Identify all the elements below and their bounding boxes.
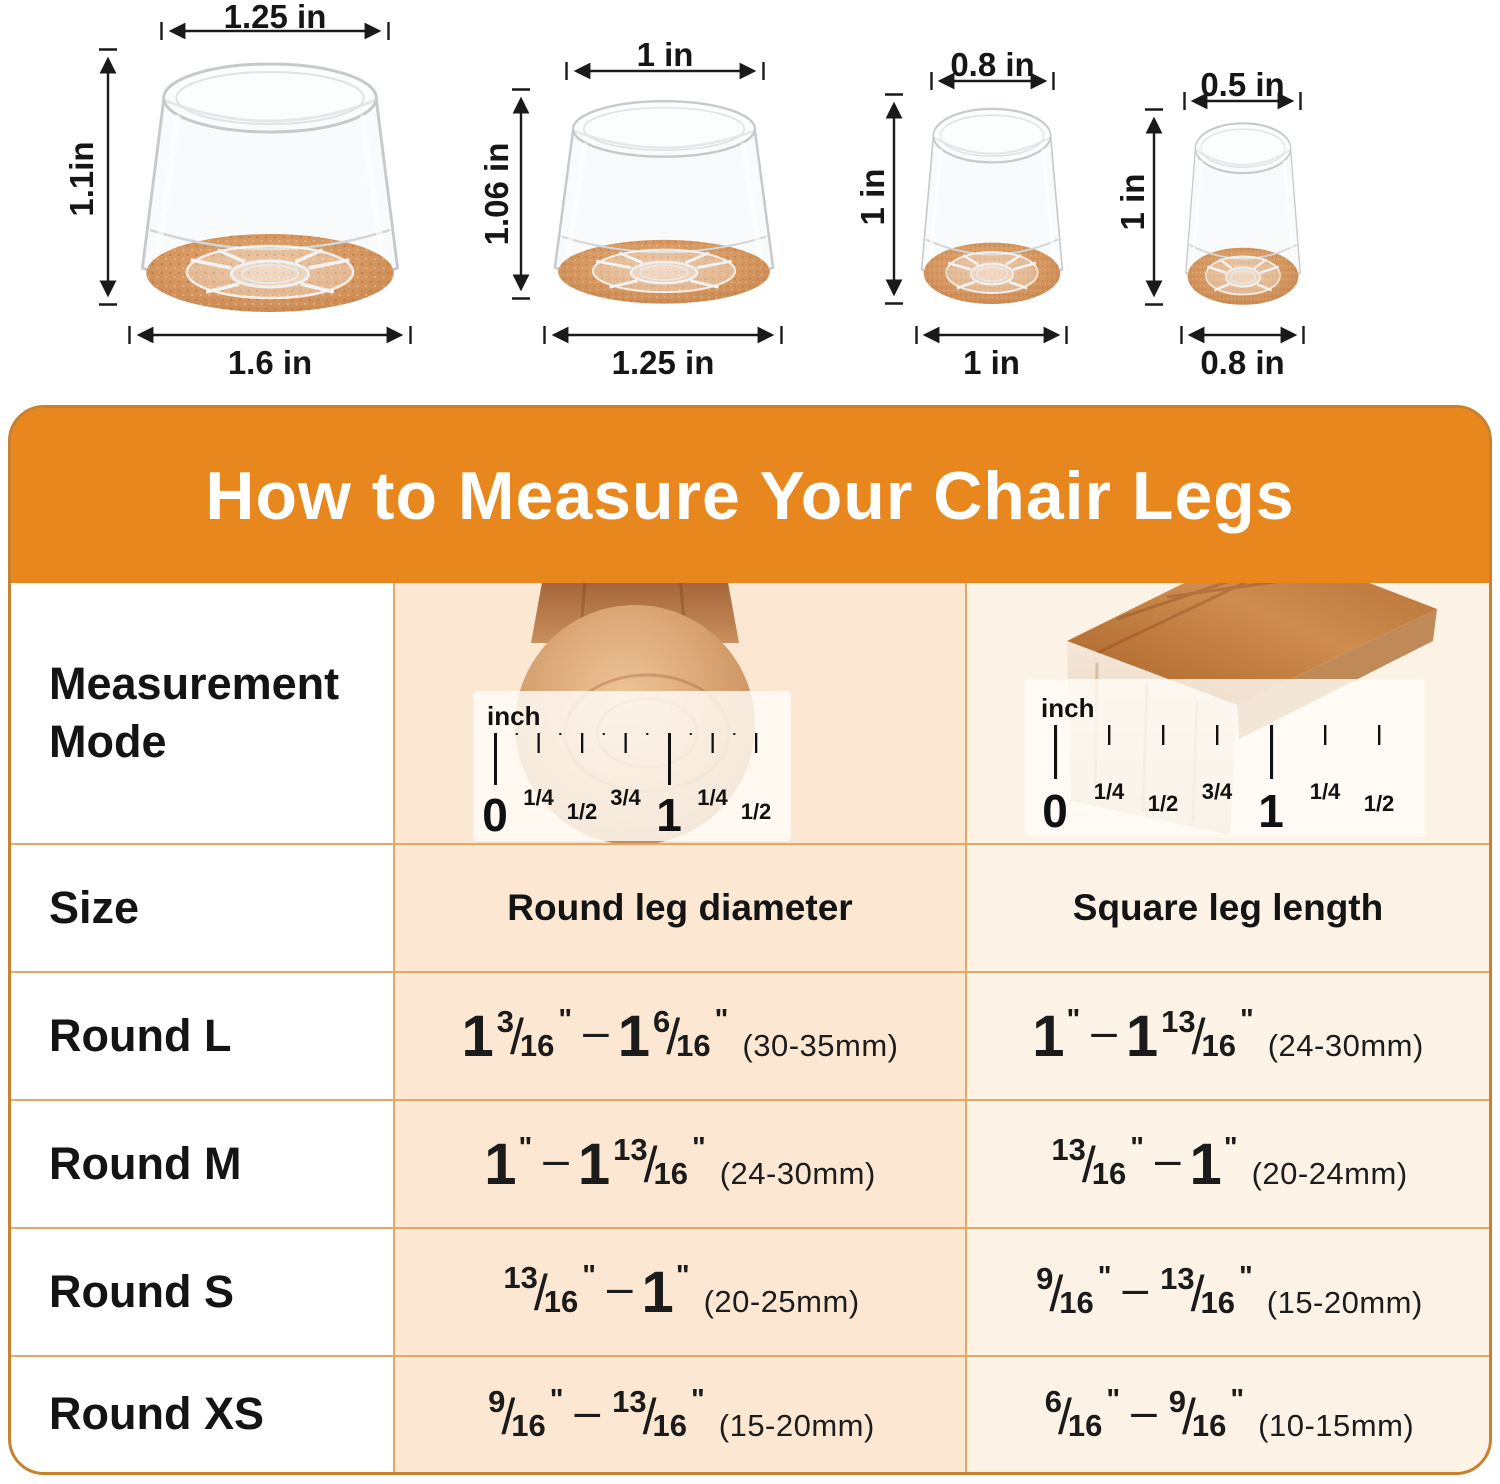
bottom-width-label: 1.25 in (611, 344, 715, 381)
cap-illustration (912, 101, 1072, 315)
row-label-round-xs: Round XS (11, 1357, 393, 1472)
round-leg-illustration: inch 0 1/4 1/2 3/4 1 1/4 1/2 (473, 583, 791, 843)
svg-text:1: 1 (1258, 785, 1284, 837)
col-header-round: Round leg diameter (395, 845, 965, 971)
product-figure-round-s: 0.8 in 1 in 1 in (854, 0, 1095, 405)
height-arrow (885, 93, 903, 305)
cap-illustration (1178, 116, 1308, 315)
product-figure-round-m: 1 in 1.06 in 1.25 in (470, 0, 800, 405)
round-m-round-value: 1" –113/16"(24-30mm) (395, 1101, 965, 1227)
round-s-round-value: 13/16" –1"(20-25mm) (395, 1229, 965, 1355)
svg-text:1/4: 1/4 (1310, 779, 1341, 804)
round-xs-round-value: 9/16" –13/16"(15-20mm) (395, 1357, 965, 1472)
bottom-width-arrow (543, 326, 783, 344)
svg-text:1/4: 1/4 (523, 785, 554, 810)
height-label: 1.1in (63, 141, 100, 217)
bottom-width-arrow (1180, 326, 1305, 344)
svg-text:1: 1 (656, 789, 682, 841)
round-xs-square-value: 6/16" –9/16"(10-15mm) (967, 1357, 1489, 1472)
round-s-square-value: 9/16" –13/16"(15-20mm) (967, 1229, 1489, 1355)
svg-text:1/4: 1/4 (697, 785, 728, 810)
panel-header: How to Measure Your Chair Legs (11, 408, 1489, 583)
round-leg-image-cell: inch 0 1/4 1/2 3/4 1 1/4 1/2 (395, 583, 965, 843)
row-label-round-l: Round L (11, 973, 393, 1099)
bottom-width-arrow (128, 326, 412, 344)
top-width-arrow (1183, 92, 1302, 110)
product-figure-round-l: 1.25 in 1.1in 1.6 in (55, 0, 435, 405)
measure-panel: How to Measure Your Chair Legs Measureme… (8, 405, 1492, 1475)
svg-text:1/4: 1/4 (1094, 779, 1125, 804)
round-leg-ruler: inch 0 1/4 1/2 3/4 1 1/4 1/2 (473, 691, 791, 841)
height-arrow (1145, 108, 1163, 306)
round-m-square-value: 13/16" –1"(20-24mm) (967, 1101, 1489, 1227)
cap-illustration (125, 54, 415, 326)
bottom-width-label: 1 in (963, 344, 1020, 381)
cap-illustration (540, 93, 788, 315)
svg-text:1/2: 1/2 (1148, 791, 1179, 816)
product-figure-round-xs: 0.5 in 1 in 0.8 in (1114, 0, 1345, 405)
panel-title: How to Measure Your Chair Legs (205, 457, 1295, 534)
round-l-square-value: 1" –113/16"(24-30mm) (967, 973, 1489, 1099)
col-header-square: Square leg length (967, 845, 1489, 971)
row-label-round-s: Round S (11, 1229, 393, 1355)
square-leg-image-cell: inch 0 1/4 1/2 3/4 1 1/4 1/2 (967, 583, 1489, 843)
size-label: Size (11, 845, 393, 971)
bottom-width-arrow (915, 326, 1068, 344)
svg-text:1/2: 1/2 (741, 799, 772, 824)
ruler-unit: inch (487, 701, 540, 731)
bottom-width-label: 0.8 in (1200, 344, 1285, 381)
size-table: Measurement Mode inch 0 1/4 1/ (11, 583, 1489, 1472)
height-label: 1.06 in (478, 142, 515, 246)
row-label-round-m: Round M (11, 1101, 393, 1227)
svg-text:0: 0 (482, 789, 508, 841)
svg-text:1/2: 1/2 (1364, 791, 1395, 816)
top-width-arrow (930, 72, 1055, 90)
measurement-mode-label: Measurement Mode (11, 583, 393, 843)
height-arrow (512, 88, 530, 300)
square-leg-illustration: inch 0 1/4 1/2 3/4 1 1/4 1/2 (1025, 583, 1437, 837)
svg-text:3/4: 3/4 (1202, 779, 1233, 804)
bottom-width-label: 1.6 in (227, 344, 313, 381)
round-l-round-value: 13/16" –16/16"(30-35mm) (395, 973, 965, 1099)
svg-text:0: 0 (1042, 785, 1068, 837)
square-leg-ruler: inch 0 1/4 1/2 3/4 1 1/4 1/2 (1025, 679, 1425, 837)
top-width-arrow (160, 22, 390, 40)
ruler-unit: inch (1041, 693, 1094, 723)
top-width-arrow (565, 62, 765, 80)
svg-text:1/2: 1/2 (567, 799, 598, 824)
svg-text:3/4: 3/4 (610, 785, 641, 810)
product-overview: 1.25 in 1.1in 1.6 in 1 in 1.06 in (0, 0, 1500, 405)
height-arrow (99, 48, 117, 306)
